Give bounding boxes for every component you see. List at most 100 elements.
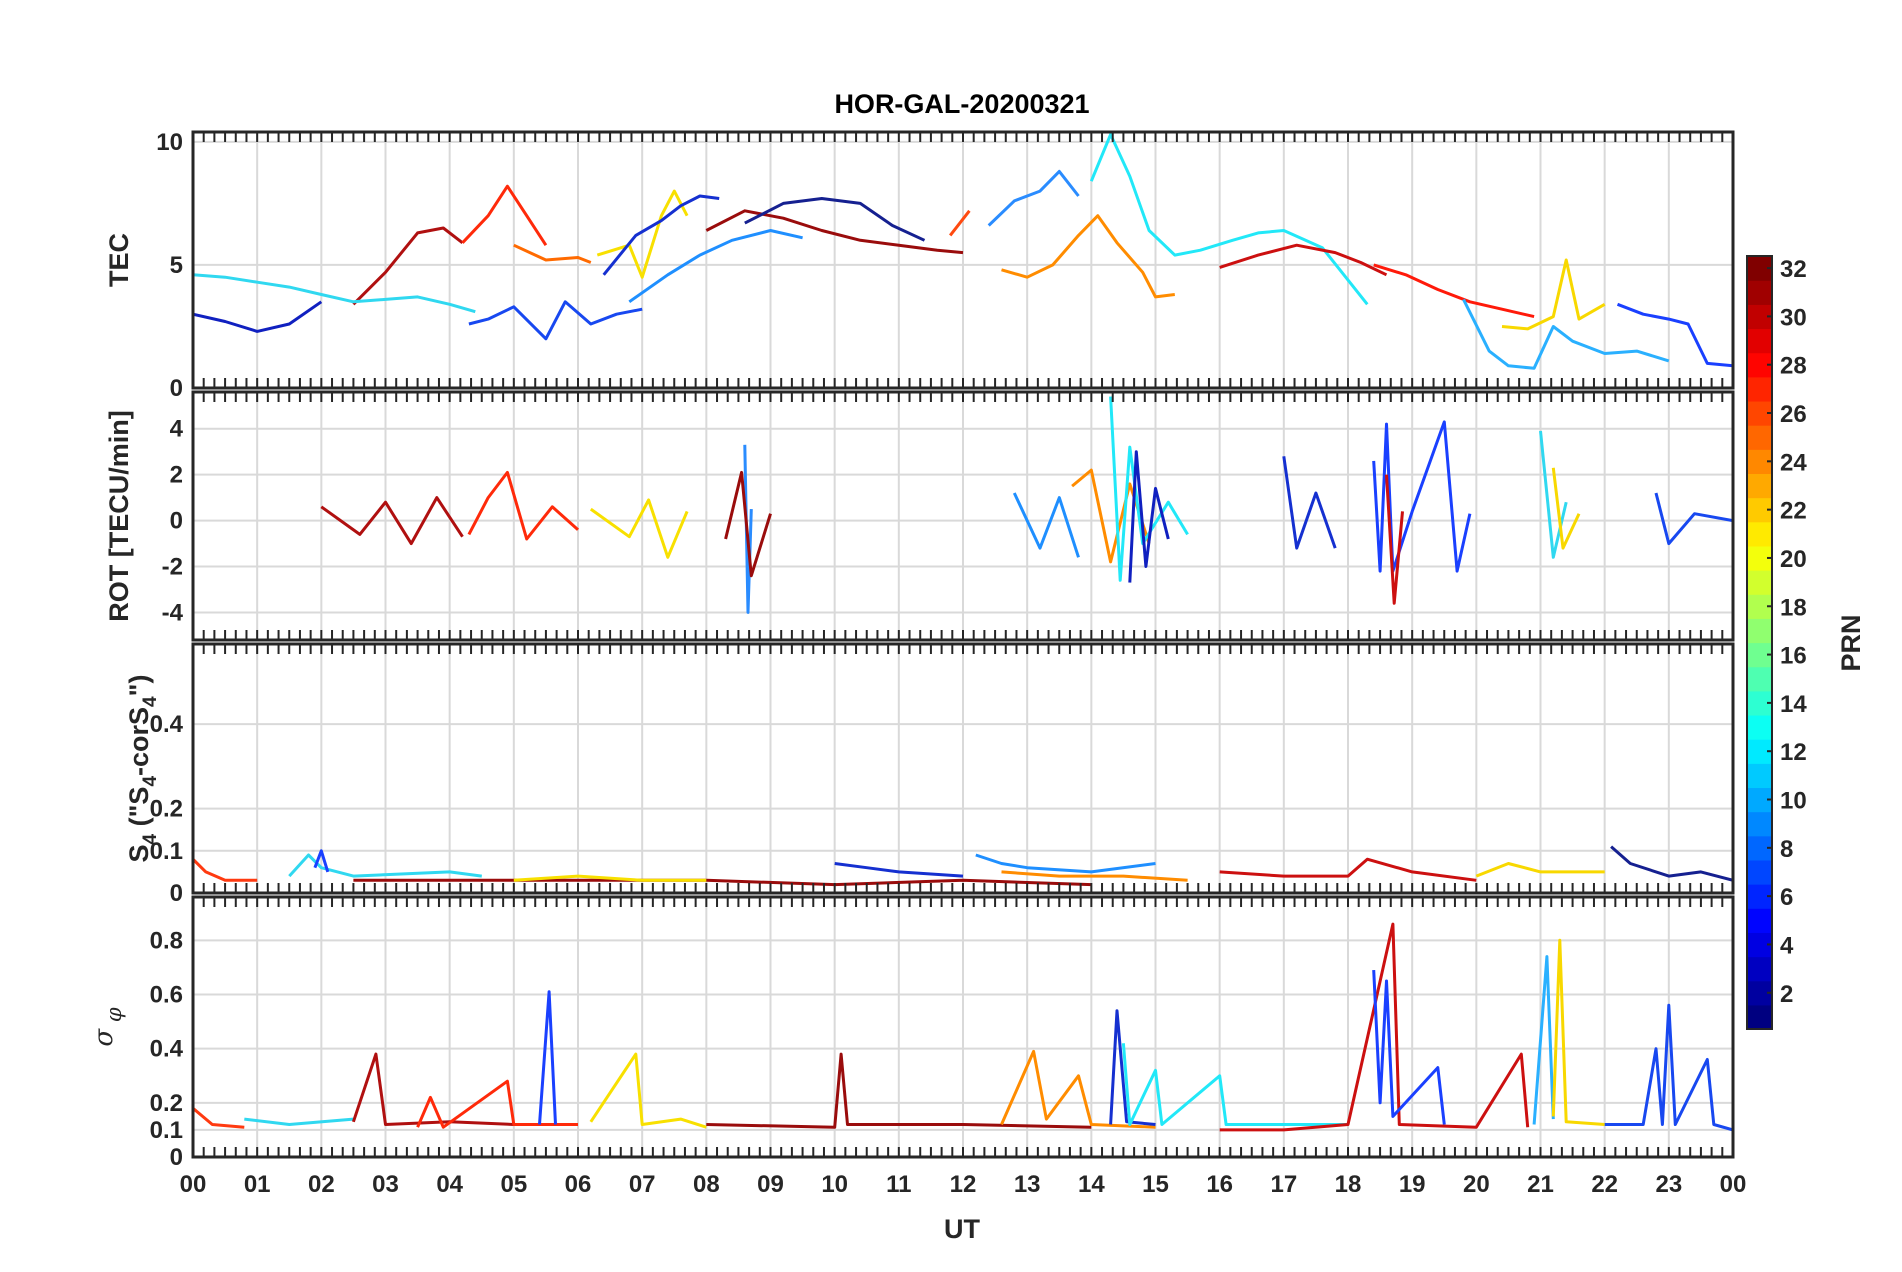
series-prn-13 (288, 853, 482, 878)
series-prn-25 (513, 243, 592, 264)
x-tick-label: 04 (436, 1171, 463, 1198)
series-prn-10 (628, 229, 803, 304)
x-tick-label: 02 (308, 1171, 335, 1198)
x-tick-label: 14 (1078, 1171, 1105, 1198)
series-prn-4 (1372, 970, 1446, 1125)
y-axis-label-part: -corS (124, 707, 154, 776)
colorbar-tick-label: 18 (1780, 594, 1807, 621)
y-tick-label: 0.2 (150, 1090, 183, 1117)
y-tick-label: 0.1 (150, 838, 183, 865)
y-tick-label: 0.4 (150, 711, 184, 738)
x-tick-label: 00 (180, 1171, 207, 1198)
series-prn-31 (352, 226, 464, 306)
y-tick-label: 10 (156, 129, 183, 156)
y-axis-label-part: ("S (124, 787, 154, 834)
panel-s4-series (193, 845, 1733, 887)
series-prn-26 (193, 1107, 245, 1129)
series-prn-30 (724, 470, 772, 578)
y-axis-label-sigma: σ φ (89, 1007, 126, 1046)
colorbar-tick-label: 26 (1780, 401, 1807, 428)
panel-sigma-series (193, 922, 1733, 1132)
panel-tec-series (193, 133, 1733, 370)
series-prn-30 (705, 209, 964, 255)
colorbar-tick-label: 2 (1780, 981, 1793, 1008)
y-tick-label: 0.2 (150, 796, 183, 823)
series-prn-11 (1462, 298, 1670, 370)
series-prn-3 (1109, 1009, 1156, 1126)
y-tick-label: 0 (170, 1144, 183, 1171)
x-tick-label: 07 (629, 1171, 656, 1198)
panel-sigma-minor-ticks (192, 897, 1734, 1157)
x-tick-label: 16 (1206, 1171, 1233, 1198)
series-prn-3 (1282, 456, 1337, 550)
y-tick-label: -2 (162, 554, 183, 581)
x-tick-label: 08 (693, 1171, 720, 1198)
series-prn-2 (1610, 845, 1733, 882)
y-tick-label: 0 (170, 880, 183, 907)
y-axis-label-part: 4 (140, 833, 161, 844)
series-prn-4 (1372, 420, 1472, 573)
colorbar-tick-label: 6 (1780, 884, 1793, 911)
series-prn-4 (313, 849, 330, 873)
panel-rot-series (320, 396, 1733, 614)
colorbar-segment (1747, 811, 1772, 837)
series-prn-13 (244, 1117, 354, 1126)
series-prn-14 (1109, 396, 1189, 582)
series-prn-10 (1012, 492, 1080, 558)
y-tick-label: 0 (170, 508, 183, 535)
colorbar-segment (1747, 328, 1772, 354)
y-axis-label-s4: S4 ("S4-corS4") (124, 675, 161, 863)
series-prn-2 (744, 197, 926, 242)
y-axis-label-part: φ (102, 1007, 126, 1029)
series-prn-6 (468, 300, 643, 341)
series-prn-29 (1219, 857, 1477, 882)
series-prn-28 (1373, 263, 1535, 319)
colorbar-tick-label: 14 (1780, 691, 1807, 718)
colorbar-segment (1747, 714, 1772, 740)
y-axis-label-part: ") (124, 675, 154, 697)
series-prn-3 (834, 862, 964, 878)
colorbar-segment (1747, 908, 1772, 933)
series-prn-23 (1001, 870, 1188, 882)
x-tick-label: 11 (886, 1171, 911, 1198)
x-tick-label: 01 (244, 1171, 271, 1198)
x-tick-label: 23 (1655, 1171, 1682, 1198)
x-tick-label: 13 (1014, 1171, 1041, 1198)
colorbar-tick-label: 30 (1780, 304, 1807, 331)
y-axis-label-rot: ROT [TECU/min] (104, 410, 134, 621)
series-prn-6 (1654, 492, 1733, 546)
colorbar-tick-label: 4 (1780, 932, 1794, 959)
colorbar-segment (1747, 859, 1772, 885)
colorbar-tick-label: 24 (1780, 449, 1807, 476)
x-tick-label: 09 (757, 1171, 784, 1198)
x-tick-label: 06 (565, 1171, 592, 1198)
series-prn-21 (513, 874, 707, 882)
colorbar-segment (1747, 763, 1772, 789)
chart-title: HOR-GAL-20200321 (834, 89, 1089, 119)
y-axis-label-part: S (124, 844, 154, 862)
series-prn-3 (602, 194, 720, 276)
colorbar-tick-label: 22 (1780, 498, 1807, 525)
x-tick-label: 17 (1270, 1171, 1297, 1198)
panel-rot-minor-ticks (192, 392, 1734, 640)
colorbar-segment (1747, 618, 1772, 644)
colorbar-tick-label: 10 (1780, 788, 1807, 815)
panel-tec-frame (191, 130, 1735, 390)
series-prn-11 (1532, 955, 1555, 1125)
x-tick-label: 03 (372, 1171, 399, 1198)
x-tick-label: 18 (1335, 1171, 1362, 1198)
panel-tec: 0 5 10 TEC (104, 129, 1735, 402)
y-axis-label-part: σ (89, 1028, 119, 1047)
panel-s4-frame (191, 642, 1735, 895)
x-tick-label: 22 (1591, 1171, 1618, 1198)
series-prn-14 (1089, 133, 1369, 306)
series-prn-26 (949, 209, 971, 237)
colorbar-segment (1747, 666, 1772, 692)
x-tick-label: 00 (1720, 1171, 1747, 1198)
series-prn-5 (1128, 450, 1170, 583)
series-prn-19 (1475, 862, 1605, 878)
colorbar-segment (1747, 280, 1772, 305)
colorbar-segment (1747, 521, 1772, 547)
